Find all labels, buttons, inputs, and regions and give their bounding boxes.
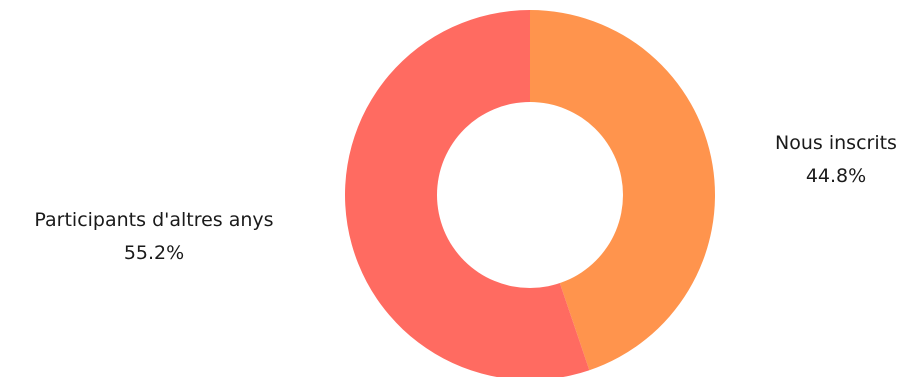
- donut-hole: [437, 102, 623, 288]
- slice-label-1: Participants d'altres anys: [34, 209, 273, 231]
- slice-label-0: Nous inscrits: [775, 132, 897, 154]
- slice-value-label-0: 44.8%: [806, 165, 866, 187]
- slice-value-label-1: 55.2%: [124, 242, 184, 264]
